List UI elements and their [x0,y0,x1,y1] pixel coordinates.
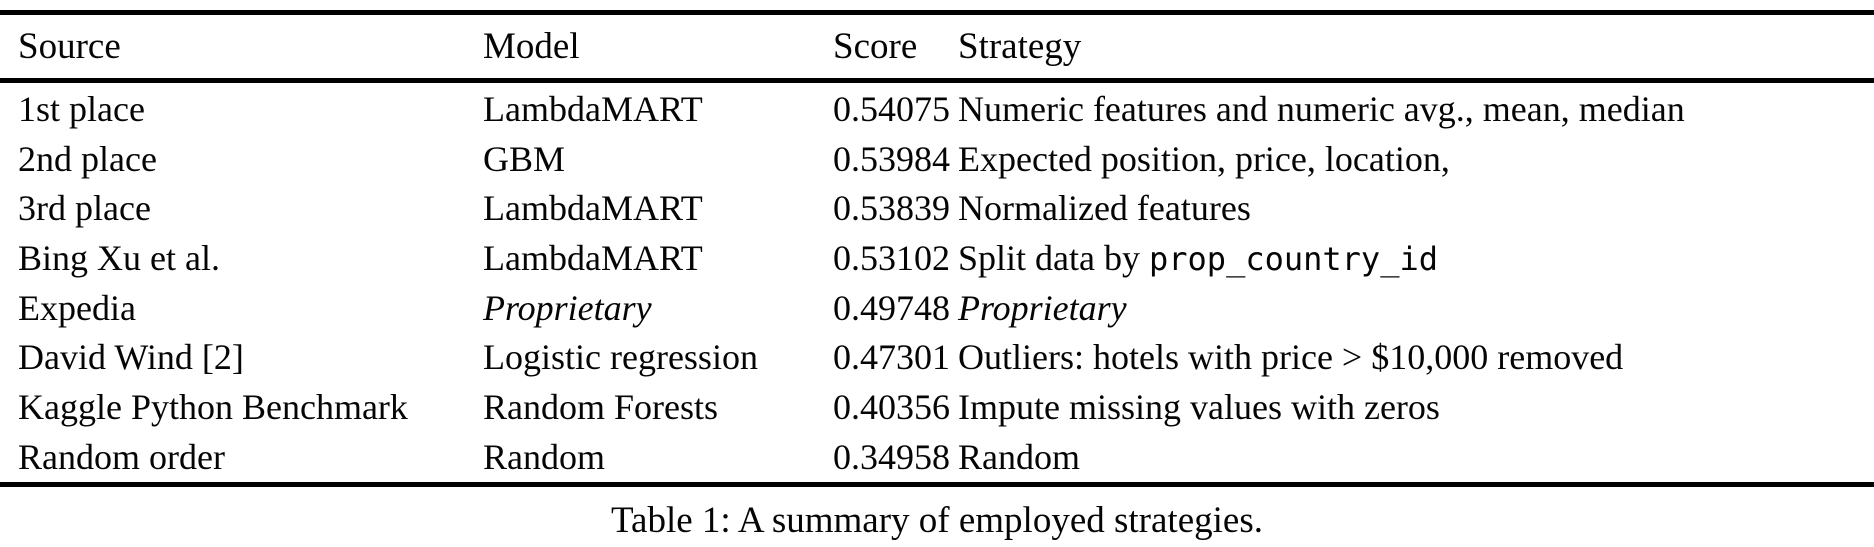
table-caption: Table 1: A summary of employed strategie… [611,500,1263,541]
score-cell: 0.49748 [833,287,950,328]
strategy-text: Normalized features [958,188,1251,229]
strategy-cell: Numeric features and numeric avg., mean,… [958,88,1874,130]
source-cell: Random order [18,436,225,477]
source-cell: Bing Xu et al. [18,237,220,278]
strategy-text: Proprietary [958,287,1127,328]
strategy-text: Split data by [958,237,1149,278]
table-row: 2nd place GBM 0.53984 Expected position,… [0,134,1874,184]
score-cell: 0.34958 [833,436,950,477]
source-cell: 2nd place [18,138,157,179]
table-body: 1st place LambdaMART 0.54075 Numeric fea… [0,83,1874,482]
score-cell: 0.54075 [833,88,950,129]
score-cell: 0.47301 [833,337,950,378]
table-row: 3rd place LambdaMART 0.53839 Normalized … [0,183,1874,233]
table-top-rule [0,10,1874,15]
table-row: Random order Random 0.34958 Random [0,432,1874,482]
table-row: Expedia Proprietary 0.49748 Proprietary [0,283,1874,333]
column-header-strategy: Strategy [958,26,1082,67]
source-cell: David Wind [2] [18,337,244,378]
strategy-cell: Proprietary [958,287,1874,329]
model-cell: GBM [483,138,566,179]
column-header-score: Score [833,26,918,67]
source-cell: 1st place [18,88,145,129]
table-row: Bing Xu et al. LambdaMART 0.53102 Split … [0,233,1874,283]
model-cell: Logistic regression [483,337,758,378]
table-row: 1st place LambdaMART 0.54075 Numeric fea… [0,84,1874,134]
table-row: David Wind [2] Logistic regression 0.473… [0,332,1874,382]
model-cell: LambdaMART [483,237,703,278]
score-cell: 0.53984 [833,138,950,179]
score-cell: 0.53102 [833,237,950,278]
model-cell: Random Forests [483,386,719,427]
source-cell: Kaggle Python Benchmark [18,386,408,427]
source-cell: 3rd place [18,188,151,229]
source-cell: Expedia [18,287,136,328]
score-cell: 0.40356 [833,386,950,427]
strategy-text: Random [958,436,1080,477]
strategy-text: Outliers: hotels with price > $10,000 re… [958,337,1624,378]
score-cell: 0.53839 [833,188,950,229]
model-cell: Proprietary [483,287,652,328]
strategy-code: prop_country_id [1149,239,1438,278]
strategy-cell: Random [958,436,1874,478]
table-row: Kaggle Python Benchmark Random Forests 0… [0,382,1874,432]
caption-container: Table 1: A summary of employed strategie… [0,487,1874,542]
model-cell: Random [483,436,605,477]
model-cell: LambdaMART [483,88,703,129]
column-header-model: Model [483,26,580,67]
strategy-text: Impute missing values with zeros [958,386,1440,427]
strategy-cell: Impute missing values with zeros [958,386,1874,428]
strategy-text: Expected position, price, location, [958,138,1450,179]
model-cell: LambdaMART [483,188,703,229]
column-header-source: Source [18,26,121,67]
strategy-cell: Split data by prop_country_id [958,237,1874,279]
table-header-rule [0,78,1874,83]
strategy-cell: Expected position, price, location, [958,138,1874,180]
table-header-row: Source Model Score Strategy [0,15,1874,78]
strategy-cell: Normalized features [958,187,1874,229]
strategy-text: Numeric features and numeric avg., mean,… [958,88,1685,129]
strategy-cell: Outliers: hotels with price > $10,000 re… [958,336,1874,378]
table-bottom-rule [0,482,1874,487]
